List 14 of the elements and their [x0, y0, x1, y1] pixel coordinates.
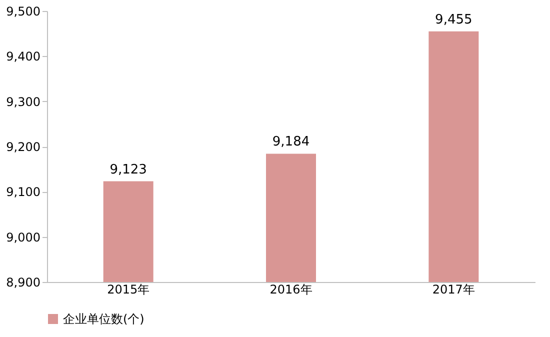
x-tick-label: 2015年 — [107, 282, 150, 296]
data-label: 9,455 — [435, 12, 472, 28]
y-tick-label: 9,500 — [6, 4, 40, 18]
y-tick-label: 8,900 — [6, 276, 40, 290]
y-tick-label: 9,200 — [6, 140, 40, 154]
y-tick-label: 9,100 — [6, 185, 40, 200]
x-tick-label: 2017年 — [432, 282, 475, 296]
y-tick-label: 9,300 — [6, 94, 40, 109]
y-tick-label: 9,400 — [6, 50, 40, 64]
legend-label: 企业单位数(个) — [63, 312, 144, 326]
data-label: 9,184 — [272, 134, 310, 150]
data-label: 9,123 — [110, 162, 147, 178]
x-tick-label: 2016年 — [270, 282, 312, 296]
y-tick-label: 9,000 — [6, 230, 40, 244]
